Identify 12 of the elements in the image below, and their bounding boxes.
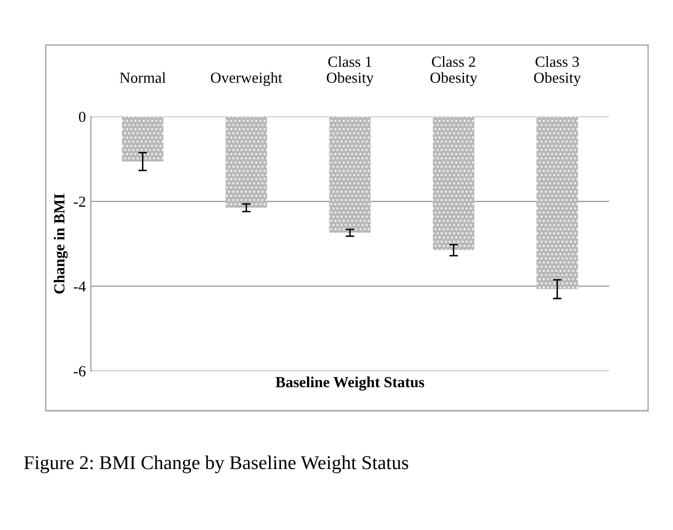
y-axis-title: Change in BMI: [54, 194, 68, 294]
x-tick-label: Normal: [120, 72, 166, 83]
caption: Figure 2: BMI Change by Baseline Weight Status: [24, 456, 408, 474]
x-tick-label: Class 1 Obesity: [326, 56, 374, 86]
x-axis-title: Baseline Weight Status: [276, 376, 424, 391]
y-tick-label: -2: [74, 196, 86, 207]
y-tick-label: -6: [74, 366, 86, 376]
y-tick-label: 0: [78, 112, 86, 122]
x-tick-label: Overweight: [210, 72, 282, 86]
y-tick-label: -4: [74, 281, 86, 292]
x-tick-label: Class 3 Obesity: [534, 56, 581, 86]
x-tick-label: Class 2 Obesity: [430, 56, 478, 86]
